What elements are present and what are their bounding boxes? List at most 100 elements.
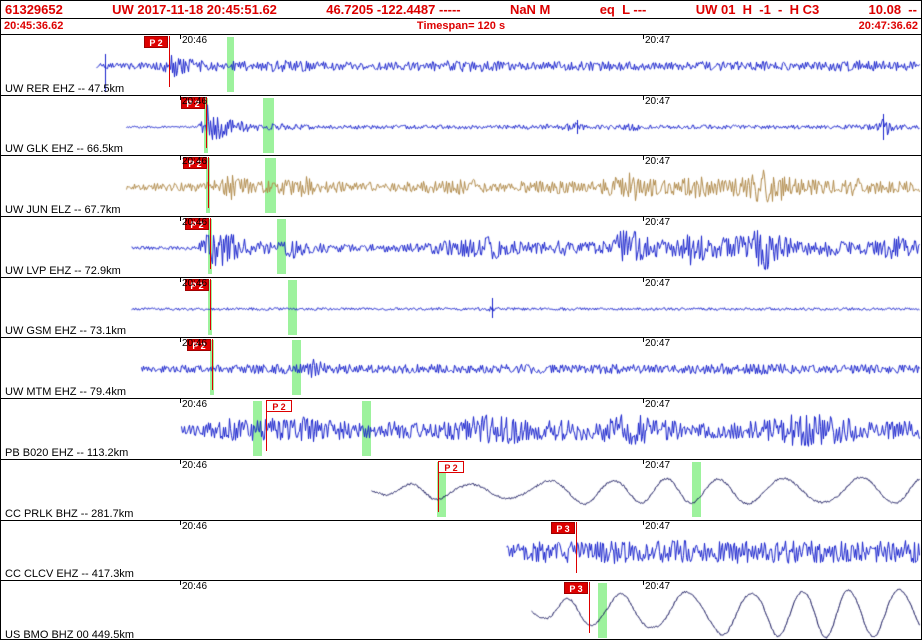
time-tick-label: 20:47 bbox=[645, 156, 671, 168]
phase-pick-line bbox=[206, 96, 207, 148]
window-start-time: 20:45:36.62 bbox=[4, 20, 64, 32]
station-label: UW RER EHZ -- 47.5km bbox=[5, 82, 125, 95]
trace-row[interactable]: 20:46 20:47 P 2 UW MTM EHZ -- 79.4km bbox=[1, 337, 921, 398]
time-tick bbox=[643, 399, 644, 404]
trace-row[interactable]: 20:46 20:47 P 2 UW GLK EHZ -- 66.5km bbox=[1, 94, 921, 156]
station-label: CC PRLK BHZ -- 281.7km bbox=[5, 507, 134, 520]
time-tick-label: 20:47 bbox=[645, 459, 671, 471]
phase-pick-label: P 2 bbox=[444, 462, 458, 473]
event-magnitude: NaN M bbox=[509, 2, 551, 17]
time-tick bbox=[180, 338, 181, 343]
phase-pick-flag[interactable]: P 2 bbox=[438, 460, 464, 473]
waveform-canvas[interactable] bbox=[1, 339, 921, 398]
time-tick-label: 20:46 bbox=[182, 156, 208, 168]
time-tick-label: 20:46 bbox=[182, 338, 208, 350]
waveform-canvas[interactable] bbox=[1, 278, 921, 337]
time-tick bbox=[643, 520, 644, 525]
trace-row[interactable]: 20:46 20:47 P 2 CC PRLK BHZ -- 281.7km bbox=[1, 458, 921, 520]
phase-pick-line bbox=[576, 521, 577, 573]
waveform-canvas[interactable] bbox=[1, 521, 921, 580]
trace-row[interactable]: 20:46 20:47 P 2 UW RER EHZ -- 47.5km bbox=[1, 34, 921, 95]
station-label: US BMO BHZ 00 449.5km bbox=[5, 628, 134, 640]
time-tick bbox=[180, 277, 181, 282]
phase-pick-line bbox=[169, 36, 170, 87]
time-bar: 20:45:36.62 Timespan= 120 s 20:47:36.62 bbox=[1, 19, 921, 34]
phase-pick-flag[interactable]: P 3 bbox=[551, 521, 575, 534]
time-tick bbox=[643, 35, 644, 39]
trace-row[interactable]: 20:46 20:47 P 2 UW GSM EHZ -- 73.1km bbox=[1, 276, 921, 338]
phase-pick-flag[interactable]: P 2 bbox=[181, 96, 205, 109]
phase-pick-label: P 2 bbox=[190, 220, 204, 231]
window-end-time: 20:47:36.62 bbox=[858, 20, 918, 32]
waveform-canvas[interactable] bbox=[1, 157, 921, 216]
phase-pick-line bbox=[208, 157, 209, 209]
phase-pick-line bbox=[266, 400, 267, 452]
time-tick-label: 20:46 bbox=[182, 581, 208, 593]
waveform-canvas[interactable] bbox=[1, 36, 921, 94]
phase-pick-label: P 2 bbox=[272, 402, 286, 413]
trace-row[interactable]: 20:46 20:47 P 2 PB B020 EHZ -- 113.2km bbox=[1, 398, 921, 459]
phase-pick-label: P 2 bbox=[192, 341, 206, 352]
phase-pick-flag[interactable]: P 2 bbox=[187, 339, 211, 352]
phase-pick-line bbox=[438, 460, 439, 512]
station-label: CC CLCV EHZ -- 417.3km bbox=[5, 568, 134, 581]
phase-pick-line bbox=[589, 582, 590, 634]
time-tick bbox=[180, 459, 181, 464]
waveform-canvas[interactable] bbox=[1, 218, 921, 277]
phase-pick-flag[interactable]: P 2 bbox=[183, 157, 207, 170]
phase-pick-line bbox=[210, 278, 211, 330]
time-tick-label: 20:46 bbox=[182, 459, 208, 471]
time-tick-label: 20:47 bbox=[645, 338, 671, 350]
station-label: UW GSM EHZ -- 73.1km bbox=[5, 325, 127, 338]
station-label: PB B020 EHZ -- 113.2km bbox=[5, 446, 129, 459]
trace-list: 20:46 20:47 P 2 UW RER EHZ -- 47.5km 20:4… bbox=[1, 34, 921, 640]
time-tick-label: 20:46 bbox=[182, 95, 208, 107]
waveform-canvas[interactable] bbox=[1, 96, 921, 155]
station-label: UW JUN ELZ -- 67.7km bbox=[5, 204, 121, 217]
time-tick-label: 20:47 bbox=[645, 277, 671, 289]
phase-pick-line bbox=[212, 339, 213, 391]
trace-row[interactable]: 20:46 20:47 P 2 UW JUN ELZ -- 67.7km bbox=[1, 155, 921, 216]
waveform-canvas[interactable] bbox=[1, 582, 921, 639]
station-label: UW GLK EHZ -- 66.5km bbox=[5, 143, 123, 156]
time-tick bbox=[643, 217, 644, 222]
time-tick bbox=[180, 217, 181, 222]
time-tick-label: 20:46 bbox=[182, 277, 208, 289]
time-tick bbox=[180, 581, 181, 586]
event-misc: 10.08 -- bbox=[868, 2, 917, 17]
phase-pick-flag[interactable]: P 3 bbox=[564, 582, 588, 595]
time-tick-label: 20:46 bbox=[182, 520, 208, 532]
phase-pick-label: P 2 bbox=[188, 159, 202, 170]
phase-pick-flag[interactable]: P 2 bbox=[144, 36, 168, 48]
phase-pick-flag[interactable]: P 2 bbox=[185, 278, 209, 291]
trace-row[interactable]: 20:46 20:47 P 3 US BMO BHZ 00 449.5km bbox=[1, 580, 921, 640]
time-tick-label: 20:47 bbox=[645, 35, 671, 46]
time-tick bbox=[180, 520, 181, 525]
time-tick bbox=[643, 581, 644, 586]
event-coords: 46.7205 -122.4487 ----- bbox=[326, 2, 461, 17]
event-header: 61329652 UW 2017-11-18 20:45:51.62 46.72… bbox=[1, 1, 921, 19]
waveform-canvas[interactable] bbox=[1, 400, 921, 459]
station-label: UW LVP EHZ -- 72.9km bbox=[5, 264, 121, 277]
phase-pick-label: P 2 bbox=[190, 280, 204, 291]
trace-row[interactable]: 20:46 20:47 P 2 UW LVP EHZ -- 72.9km bbox=[1, 216, 921, 277]
phase-pick-label: P 2 bbox=[149, 38, 163, 48]
time-tick bbox=[643, 277, 644, 282]
station-label: UW MTM EHZ -- 79.4km bbox=[5, 386, 126, 399]
trace-row[interactable]: 20:46 20:47 P 3 CC CLCV EHZ -- 417.3km bbox=[1, 519, 921, 581]
event-id: 61329652 bbox=[5, 2, 63, 17]
time-tick-label: 20:47 bbox=[645, 217, 671, 229]
phase-pick-line bbox=[210, 218, 211, 270]
phase-pick-flag[interactable]: P 2 bbox=[185, 218, 209, 231]
time-tick-label: 20:47 bbox=[645, 399, 671, 411]
event-type: eq L --- bbox=[599, 2, 647, 17]
timespan-label: Timespan= 120 s bbox=[416, 20, 506, 32]
phase-pick-flag[interactable]: P 2 bbox=[266, 400, 292, 413]
phase-pick-label: P 2 bbox=[186, 98, 200, 109]
time-tick bbox=[643, 95, 644, 100]
time-tick-label: 20:46 bbox=[182, 217, 208, 229]
event-net-info: UW 01 H -1 - H C3 bbox=[695, 2, 820, 17]
time-tick bbox=[180, 95, 181, 100]
time-tick bbox=[180, 399, 181, 404]
